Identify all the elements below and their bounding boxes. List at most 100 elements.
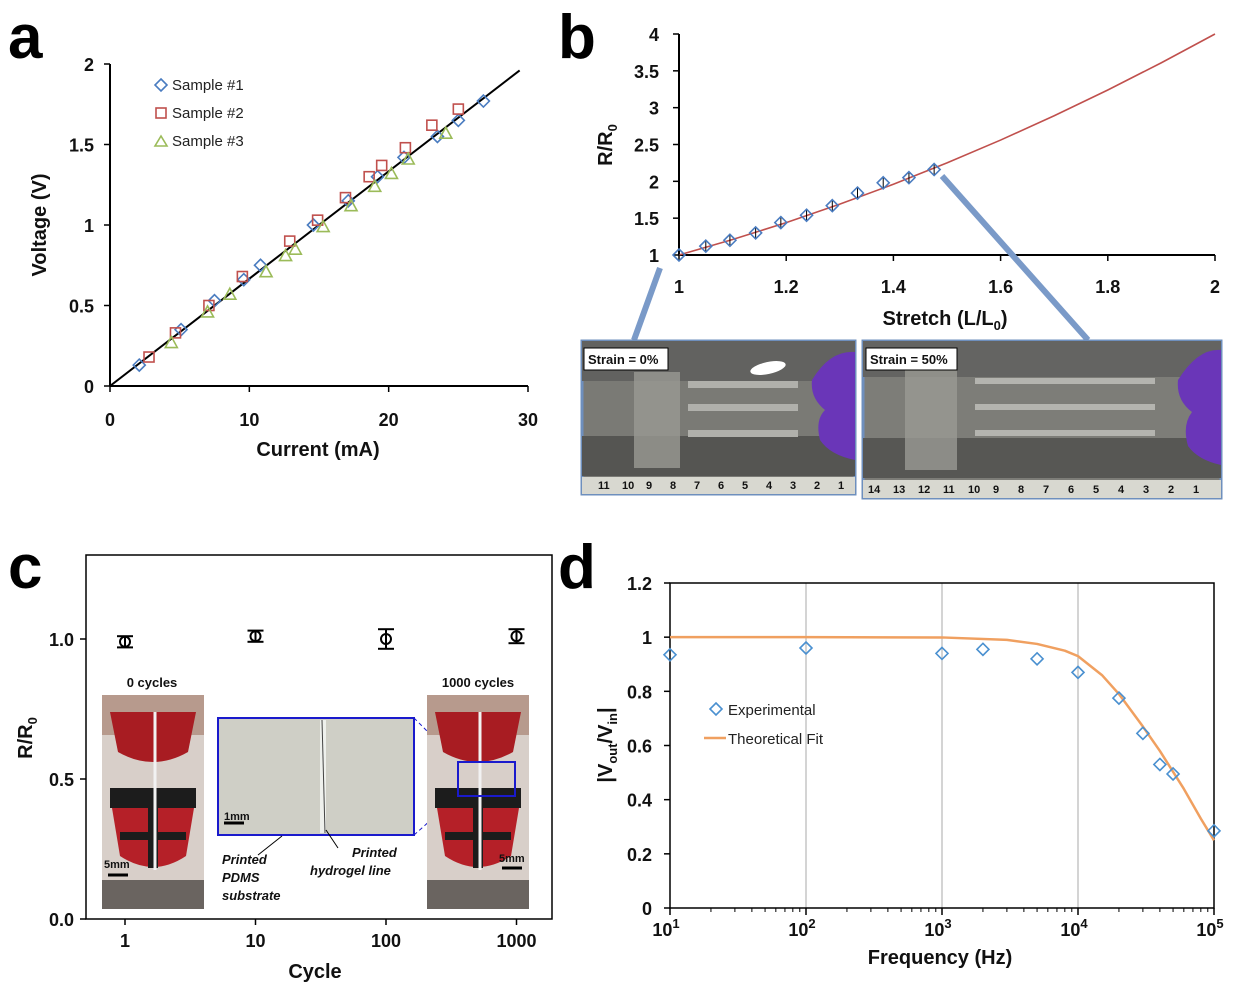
a-point-sample2 xyxy=(426,119,438,131)
b-data-point xyxy=(698,239,713,254)
a-point-sample1 xyxy=(253,258,268,273)
d-fit-curve xyxy=(670,635,1216,841)
c-photo-0-cycles: 5mm xyxy=(102,695,204,909)
b-y-axis-title: R/R0 xyxy=(595,124,620,166)
c-x-tick-label: 1 xyxy=(120,931,130,951)
d-data-point xyxy=(1206,823,1222,838)
b-ruler-left-label: 11 xyxy=(598,480,610,492)
a-legend-marker-sample1 xyxy=(153,77,169,93)
d-y-tick-label: 1 xyxy=(642,628,652,648)
panel-letter-c: c xyxy=(8,533,42,602)
a-point-sample2 xyxy=(143,351,155,363)
c-inset-zoom: 1mm xyxy=(217,717,459,856)
b-ruler-right-label: 14 xyxy=(868,484,881,496)
panel-letter-b: b xyxy=(558,3,596,72)
b-x-tick-label: 1 xyxy=(674,277,684,297)
a-point-sample3 xyxy=(200,304,215,318)
panel-d-chart: 101 102 103 104 105 0 0.2 0.4 0.6 0.8 1 1.2 Frequen… xyxy=(595,574,1224,969)
d-x-tick-label: 101 xyxy=(652,916,679,940)
c-y-axis-title: R/R0 xyxy=(15,717,40,759)
b-ruler-left-label: 3 xyxy=(790,480,796,492)
d-data-point xyxy=(662,647,678,662)
a-legend-sample2: Sample #2 xyxy=(172,105,244,122)
d-y-tick-label: 0.6 xyxy=(627,737,652,757)
a-point-sample2 xyxy=(283,235,296,247)
d-data-point xyxy=(1152,757,1168,772)
c-data-point xyxy=(249,630,262,643)
a-point-sample1 xyxy=(341,193,356,208)
b-ruler-left-label: 7 xyxy=(694,480,700,492)
a-y-tick-label: 1 xyxy=(84,216,94,236)
b-data-point xyxy=(825,198,840,213)
c-data-point xyxy=(510,630,523,643)
c-note-substrate-1: Printed xyxy=(222,852,268,867)
panel-letter-d: d xyxy=(558,533,596,602)
b-data-point xyxy=(876,175,891,190)
b-ruler-left-label: 1 xyxy=(838,480,844,492)
b-ruler-right-label: 8 xyxy=(1018,484,1024,496)
c-x-tick-label: 1000 xyxy=(496,931,536,951)
c-caption-1000-cycles: 1000 cycles xyxy=(442,675,514,690)
d-legend-marker-exp xyxy=(708,701,724,717)
b-fit-curve xyxy=(678,33,1216,256)
a-point-sample1 xyxy=(306,217,321,233)
a-x-tick-label: 0 xyxy=(105,410,115,430)
a-point-sample3 xyxy=(400,151,416,165)
a-point-sample3 xyxy=(163,334,179,349)
a-point-sample1 xyxy=(132,357,147,373)
b-x-tick-label: 1.2 xyxy=(774,277,799,297)
panel-letter-a: a xyxy=(8,3,43,72)
d-y-axis-title: |Vout/Vin| xyxy=(595,707,620,782)
a-legend: Sample #1 Sample #2 Sample #3 xyxy=(153,77,244,150)
panel-c-chart: 0.00.51.01 10 100 1000 Cycle R/R0 0 cycles … xyxy=(15,554,553,983)
a-x-tick-label: 10 xyxy=(239,410,259,430)
b-ruler-left-label: 9 xyxy=(646,480,652,492)
b-ruler-left-label: 5 xyxy=(742,480,748,492)
b-x-tick-label: 2 xyxy=(1210,277,1220,297)
a-point-sample2 xyxy=(452,103,465,115)
d-data-point xyxy=(975,642,991,657)
d-y-tick-label: 0.8 xyxy=(627,682,652,702)
panel-a-chart: 0 10 20 30 0 0.5 1 1.5 2 Current (mA) Voltage (V… xyxy=(29,55,538,461)
a-point-sample2 xyxy=(399,141,412,154)
a-point-sample1 xyxy=(451,113,466,128)
b-ruler-right-label: 10 xyxy=(968,484,980,496)
a-point-sample1 xyxy=(476,93,491,109)
b-x-tick-label: 1.6 xyxy=(988,277,1013,297)
a-y-tick-label: 1.5 xyxy=(69,136,94,156)
b-ruler-right-label: 6 xyxy=(1068,484,1074,496)
a-point-sample3 xyxy=(438,125,454,140)
b-photo-strain-50: 14 13 12 11 10 9 8 7 6 5 4 3 2 1 Strain = 50% xyxy=(861,339,1223,500)
a-point-sample3 xyxy=(384,165,399,180)
c-note-line-2: hydrogel line xyxy=(310,863,391,878)
a-legend-marker-sample2 xyxy=(155,107,167,119)
b-ruler-left-label: 2 xyxy=(814,480,820,492)
d-legend-experimental: Experimental xyxy=(728,702,816,719)
b-data-point xyxy=(722,233,738,248)
a-x-tick-label: 20 xyxy=(379,410,399,430)
b-ruler-right-label: 9 xyxy=(993,484,999,496)
c-y-tick-label: 0.0 xyxy=(49,910,74,930)
b-data-point xyxy=(927,162,942,177)
b-connector-right xyxy=(939,174,1091,342)
a-y-tick-label: 0.5 xyxy=(69,297,94,317)
a-point-sample2 xyxy=(169,327,182,339)
a-point-sample3 xyxy=(343,198,359,212)
d-y-tick-label: 0.4 xyxy=(627,791,652,811)
b-y-tick-label: 1.5 xyxy=(634,209,659,229)
d-x-tick-label: 104 xyxy=(1060,916,1088,940)
a-x-axis-title: Current (mA) xyxy=(256,439,379,461)
b-ruler-right-label: 2 xyxy=(1168,484,1174,496)
b-data-point xyxy=(799,208,814,223)
panel-b-chart: 1 1.2 1.4 1.6 1.8 2 1 1.5 2 2.5 3 3.5 4 Stretch (L/L… xyxy=(580,25,1223,500)
b-y-tick-label: 3 xyxy=(649,99,659,119)
b-ruler-right-label: 12 xyxy=(918,484,930,496)
b-x-tick-label: 1.4 xyxy=(881,277,906,297)
b-ruler-right-label: 13 xyxy=(893,484,905,496)
d-x-tick-label: 103 xyxy=(924,916,951,940)
d-x-tick-label: 105 xyxy=(1196,916,1223,940)
b-ruler-left-label: 10 xyxy=(622,480,634,492)
c-x-axis-title: Cycle xyxy=(288,961,341,983)
d-y-tick-label: 0.2 xyxy=(627,845,652,865)
